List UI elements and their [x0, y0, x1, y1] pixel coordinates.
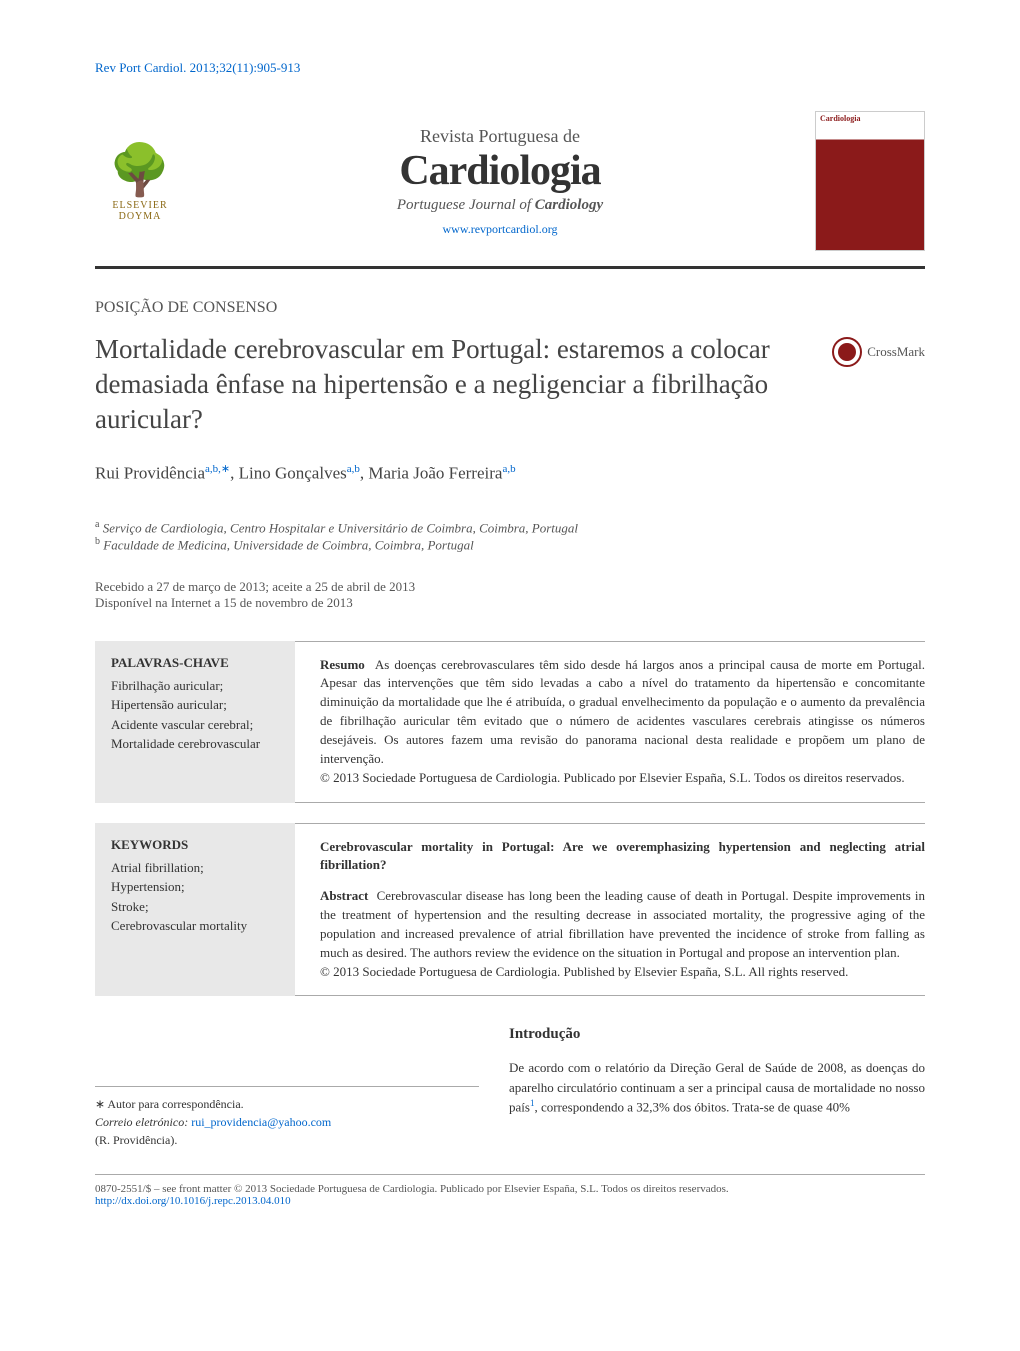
- correspondence-email[interactable]: rui_providencia@yahoo.com: [191, 1115, 331, 1129]
- correspondence-email-row: Correio eletrónico: rui_providencia@yaho…: [95, 1113, 479, 1131]
- footer-doi[interactable]: http://dx.doi.org/10.1016/j.repc.2013.04…: [95, 1195, 925, 1207]
- affiliations: a Serviço de Cardiologia, Centro Hospita…: [95, 519, 925, 554]
- affiliation-sup: a: [95, 519, 99, 530]
- abstract-en-content: Cerebrovascular mortality in Portugal: A…: [295, 823, 925, 997]
- author-name: Rui Providência: [95, 464, 205, 483]
- correspondence-email-label: Correio eletrónico:: [95, 1115, 188, 1129]
- correspondence-label: ∗ Autor para correspondência.: [95, 1095, 479, 1113]
- abstract-en-block: KEYWORDS Atrial fibrillation; Hypertensi…: [95, 823, 925, 997]
- journal-subtitle-bold: Cardiology: [535, 197, 603, 213]
- journal-url[interactable]: www.revportcardiol.org: [185, 222, 815, 237]
- abstract-pt-label: Resumo: [320, 657, 365, 672]
- author-name: Maria João Ferreira: [368, 464, 502, 483]
- abstract-en-text: Cerebrovascular disease has long been th…: [320, 888, 925, 960]
- affiliation-text: Faculdade de Medicina, Universidade de C…: [103, 538, 473, 553]
- citation: Rev Port Cardiol. 2013;32(11):905-913: [95, 60, 925, 76]
- online-date: Disponível na Internet a 15 de novembro …: [95, 595, 925, 611]
- section-label: POSIÇÃO DE CONSENSO: [95, 299, 925, 317]
- received-accepted-date: Recebido a 27 de março de 2013; aceite a…: [95, 579, 925, 595]
- abstract-en-title: Cerebrovascular mortality in Portugal: A…: [320, 838, 925, 876]
- crossmark-label: CrossMark: [867, 344, 925, 360]
- author-affil-sup: a,b: [502, 463, 515, 475]
- abstract-pt-content: Resumo As doenças cerebrovasculares têm …: [295, 641, 925, 803]
- journal-header: 🌳 ELSEVIER DOYMA Revista Portuguesa de C…: [95, 96, 925, 269]
- keywords-en-title: KEYWORDS: [111, 837, 279, 853]
- intro-section: ∗ Autor para correspondência. Correio el…: [95, 1026, 925, 1149]
- abstract-pt-text: As doenças cerebrovasculares têm sido de…: [320, 657, 925, 766]
- author-name: Lino Gonçalves: [239, 464, 347, 483]
- article-dates: Recebido a 27 de março de 2013; aceite a…: [95, 579, 925, 611]
- crossmark-icon: [832, 337, 862, 367]
- article-title: Mortalidade cerebrovascular em Portugal:…: [95, 332, 812, 437]
- abstract-en-copyright: © 2013 Sociedade Portuguesa de Cardiolog…: [320, 963, 925, 982]
- affiliation-text: Serviço de Cardiologia, Centro Hospitala…: [103, 520, 578, 535]
- footer: 0870-2551/$ – see front matter © 2013 So…: [95, 1174, 925, 1207]
- keywords-pt-box: PALAVRAS-CHAVE Fibrilhação auricular; Hi…: [95, 641, 295, 803]
- keywords-pt-list: Fibrilhação auricular; Hipertensão auric…: [111, 676, 279, 754]
- correspondence-author: (R. Providência).: [95, 1131, 479, 1149]
- abstract-en-label: Abstract: [320, 888, 368, 903]
- journal-subtitle: Portuguese Journal of Cardiology: [185, 197, 815, 214]
- keywords-en-list: Atrial fibrillation; Hypertension; Strok…: [111, 858, 279, 936]
- affiliation: a Serviço de Cardiologia, Centro Hospita…: [95, 519, 925, 536]
- intro-text: De acordo com o relatório da Direção Ger…: [509, 1058, 925, 1117]
- elsevier-tree-icon: 🌳: [109, 141, 171, 200]
- footer-issn: 0870-2551/$ – see front matter © 2013 So…: [95, 1183, 925, 1195]
- affiliation: b Faculdade de Medicina, Universidade de…: [95, 536, 925, 553]
- intro-column: Introdução De acordo com o relatório da …: [509, 1026, 925, 1149]
- publisher-logo: 🌳 ELSEVIER DOYMA: [95, 136, 185, 226]
- abstracts-section: PALAVRAS-CHAVE Fibrilhação auricular; Hi…: [95, 641, 925, 997]
- journal-subtitle-prefix: Portuguese Journal of: [397, 197, 535, 213]
- journal-cover-thumbnail: Cardiologia: [815, 111, 925, 251]
- keywords-pt-title: PALAVRAS-CHAVE: [111, 655, 279, 671]
- correspondence-block: ∗ Autor para correspondência. Correio el…: [95, 1086, 479, 1149]
- abstract-pt-block: PALAVRAS-CHAVE Fibrilhação auricular; Hi…: [95, 641, 925, 803]
- author-affil-sup: a,b: [347, 463, 360, 475]
- affiliation-sup: b: [95, 536, 100, 547]
- cover-header-text: Cardiologia: [816, 112, 924, 125]
- keywords-en-box: KEYWORDS Atrial fibrillation; Hypertensi…: [95, 823, 295, 997]
- author-affil-sup: a,b,∗: [205, 463, 230, 475]
- journal-title-block: Revista Portuguesa de Cardiologia Portug…: [185, 126, 815, 237]
- intro-heading: Introdução: [509, 1026, 925, 1043]
- intro-text-part2: , correspondendo a 32,3% dos óbitos. Tra…: [534, 1100, 850, 1115]
- journal-main-title: Cardiologia: [185, 147, 815, 195]
- crossmark-badge[interactable]: CrossMark: [832, 337, 925, 367]
- authors-list: Rui Providênciaa,b,∗, Lino Gonçalvesa,b,…: [95, 462, 925, 484]
- publisher-name: ELSEVIER DOYMA: [95, 200, 185, 222]
- abstract-pt-copyright: © 2013 Sociedade Portuguesa de Cardiolog…: [320, 769, 925, 788]
- article-title-row: Mortalidade cerebrovascular em Portugal:…: [95, 332, 925, 437]
- correspondence-column: ∗ Autor para correspondência. Correio el…: [95, 1026, 479, 1149]
- journal-pretitle: Revista Portuguesa de: [185, 126, 815, 147]
- crossmark-inner-icon: [838, 343, 856, 361]
